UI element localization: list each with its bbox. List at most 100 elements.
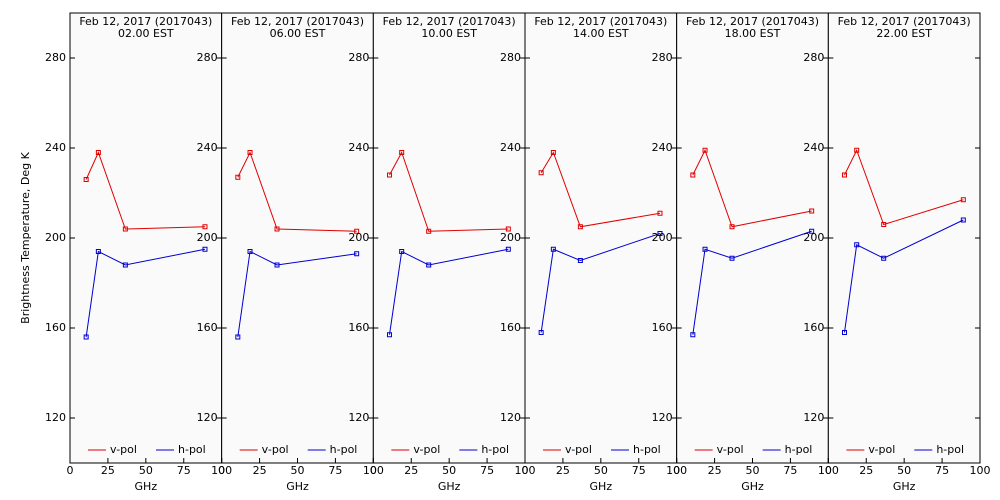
y-tick-label: 160 bbox=[348, 321, 369, 334]
x-tick-label: 75 bbox=[177, 464, 191, 477]
y-tick-label: 200 bbox=[45, 231, 66, 244]
legend-label: h-pol bbox=[633, 443, 661, 456]
x-axis-label: GHz bbox=[893, 480, 916, 493]
y-tick-label: 280 bbox=[652, 51, 673, 64]
y-tick-label: 200 bbox=[500, 231, 521, 244]
x-tick-label: 100 bbox=[818, 464, 839, 477]
series-line bbox=[843, 219, 964, 333]
y-tick-label: 120 bbox=[803, 411, 824, 424]
y-tick-label: 120 bbox=[652, 411, 673, 424]
legend-label: v-pol bbox=[110, 443, 137, 456]
y-tick-label: 280 bbox=[803, 51, 824, 64]
data-point bbox=[881, 255, 887, 261]
x-tick-label: 50 bbox=[594, 464, 608, 477]
series-line bbox=[844, 148, 964, 226]
data-point bbox=[274, 226, 280, 232]
data-point bbox=[690, 332, 696, 338]
y-tick-label: 200 bbox=[197, 231, 218, 244]
panel-title: Feb 12, 2017 (2017043) bbox=[79, 15, 212, 28]
x-tick-label: 75 bbox=[632, 464, 646, 477]
series-line bbox=[540, 151, 661, 228]
series-line bbox=[237, 151, 357, 232]
x-tick-label: 0 bbox=[522, 464, 529, 477]
x-tick-label: 0 bbox=[218, 464, 225, 477]
data-point bbox=[399, 249, 405, 254]
x-axis-label: GHz bbox=[286, 480, 309, 493]
x-tick-label: 50 bbox=[897, 464, 911, 477]
x-tick-label: 100 bbox=[363, 464, 384, 477]
series-line bbox=[389, 151, 509, 232]
x-tick-label: 0 bbox=[825, 464, 832, 477]
data-point bbox=[426, 228, 432, 234]
data-point bbox=[386, 332, 392, 338]
data-point bbox=[354, 251, 360, 257]
panel-subtitle: 10.00 EST bbox=[421, 27, 477, 40]
legend-label: h-pol bbox=[936, 443, 964, 456]
data-point bbox=[577, 258, 583, 263]
data-point bbox=[95, 249, 101, 254]
panel bbox=[827, 12, 981, 464]
y-tick-label: 240 bbox=[197, 141, 218, 154]
legend-label: h-pol bbox=[178, 443, 206, 456]
data-point bbox=[399, 150, 405, 155]
y-tick-label: 160 bbox=[45, 321, 66, 334]
x-tick-label: 100 bbox=[666, 464, 687, 477]
panel bbox=[69, 12, 223, 464]
panel-title: Feb 12, 2017 (2017043) bbox=[383, 15, 516, 28]
data-point bbox=[505, 226, 511, 232]
data-point bbox=[83, 177, 89, 182]
y-tick-label: 120 bbox=[45, 411, 66, 424]
data-point bbox=[809, 208, 815, 214]
series-line bbox=[85, 151, 205, 230]
panel-subtitle: 14.00 EST bbox=[573, 27, 629, 40]
x-tick-label: 75 bbox=[328, 464, 342, 477]
x-tick-label: 50 bbox=[139, 464, 153, 477]
legend-label: v-pol bbox=[413, 443, 440, 456]
y-tick-label: 240 bbox=[652, 141, 673, 154]
x-tick-label: 75 bbox=[935, 464, 949, 477]
x-tick-label: 0 bbox=[673, 464, 680, 477]
data-point bbox=[854, 242, 860, 248]
data-point bbox=[809, 228, 815, 234]
x-tick-label: 75 bbox=[783, 464, 797, 477]
y-tick-label: 200 bbox=[652, 231, 673, 244]
data-point bbox=[235, 334, 241, 340]
panel-subtitle: 02.00 EST bbox=[118, 27, 174, 40]
legend-label: h-pol bbox=[330, 443, 358, 456]
series-line bbox=[388, 248, 509, 335]
series-line bbox=[237, 250, 357, 338]
x-tick-label: 50 bbox=[291, 464, 305, 477]
data-point bbox=[881, 222, 887, 227]
y-tick-label: 160 bbox=[652, 321, 673, 334]
legend-label: h-pol bbox=[481, 443, 509, 456]
x-tick-label: 100 bbox=[515, 464, 536, 477]
panel-subtitle: 06.00 EST bbox=[270, 27, 326, 40]
x-tick-label: 0 bbox=[67, 464, 74, 477]
x-tick-label: 25 bbox=[101, 464, 115, 477]
y-tick-label: 240 bbox=[348, 141, 369, 154]
panel bbox=[524, 12, 678, 464]
data-point bbox=[657, 231, 663, 236]
data-point bbox=[386, 172, 392, 178]
data-point bbox=[550, 246, 556, 252]
y-tick-label: 120 bbox=[348, 411, 369, 424]
data-point bbox=[550, 150, 556, 155]
data-point bbox=[83, 334, 89, 340]
x-tick-label: 25 bbox=[253, 464, 267, 477]
data-point bbox=[122, 262, 128, 268]
panel-subtitle: 22.00 EST bbox=[876, 27, 932, 40]
data-point bbox=[538, 170, 544, 176]
data-point bbox=[538, 330, 544, 335]
x-tick-label: 75 bbox=[480, 464, 494, 477]
y-tick-label: 280 bbox=[348, 51, 369, 64]
y-tick-label: 240 bbox=[45, 141, 66, 154]
y-tick-label: 160 bbox=[500, 321, 521, 334]
legend-label: v-pol bbox=[262, 443, 289, 456]
x-axis-label: GHz bbox=[741, 480, 764, 493]
data-point bbox=[854, 147, 860, 153]
x-tick-label: 0 bbox=[370, 464, 377, 477]
x-tick-label: 25 bbox=[708, 464, 722, 477]
data-point bbox=[235, 174, 241, 180]
x-tick-label: 50 bbox=[746, 464, 760, 477]
panel-title: Feb 12, 2017 (2017043) bbox=[231, 15, 364, 28]
